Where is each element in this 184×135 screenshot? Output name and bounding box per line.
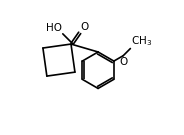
Text: CH$_3$: CH$_3$ [131,34,152,48]
Text: O: O [80,23,89,33]
Text: O: O [119,57,127,67]
Text: HO: HO [46,23,62,33]
